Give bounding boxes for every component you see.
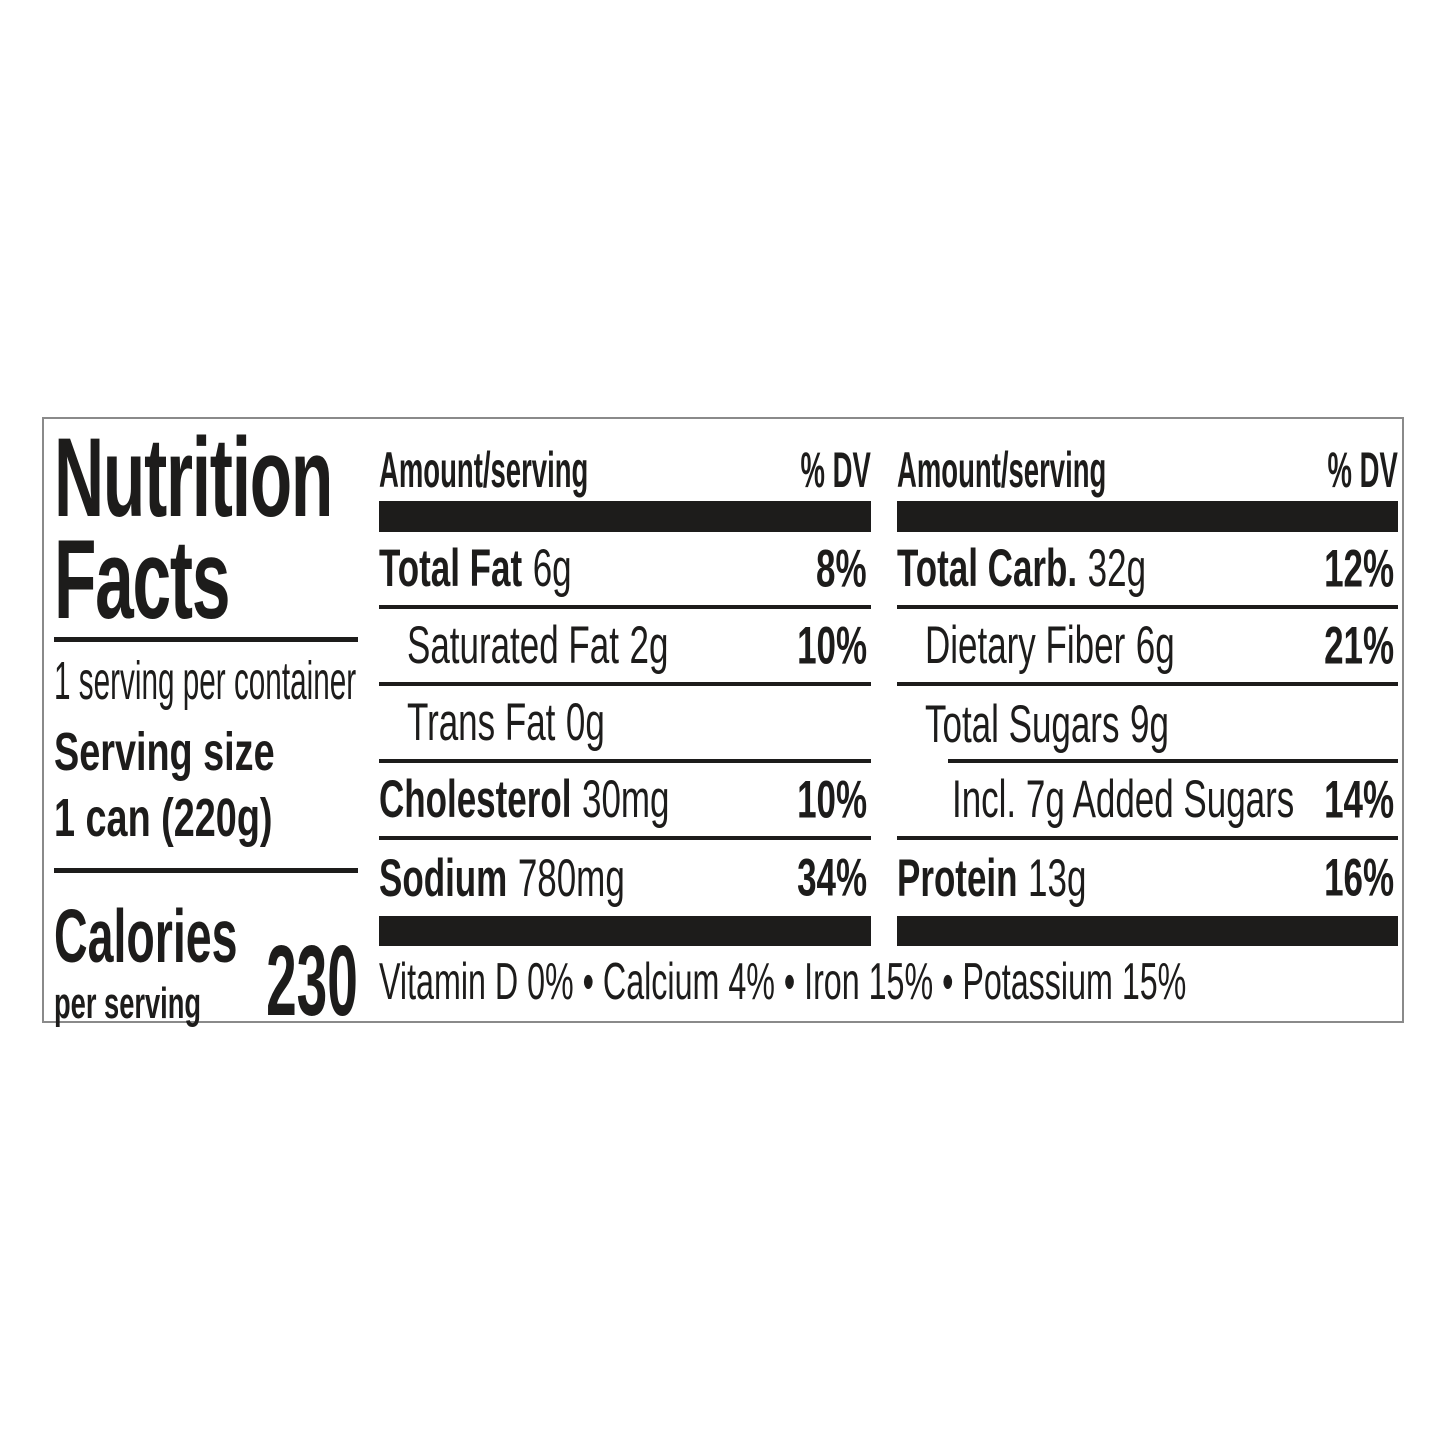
calories-sublabel: per serving [54, 979, 202, 1028]
calories-value: 230 [266, 925, 358, 1037]
divider [54, 868, 358, 873]
nutrition-facts-title-line1: Nutrition [54, 415, 333, 540]
row-total-carb: Total Carb. 32g 12% [897, 532, 1398, 609]
percent-dv-header: % DV [800, 442, 871, 498]
section-bar [897, 916, 1398, 946]
divider [54, 637, 358, 642]
calories-label: Calories [54, 894, 238, 978]
percent-dv-header: % DV [1327, 442, 1398, 498]
serving-size-value: 1 can (220g) [54, 788, 273, 848]
column-header: Amount/serving % DV [897, 439, 1398, 501]
nutrient-column-right: Amount/serving % DV Total Carb. 32g 12% D… [897, 439, 1398, 946]
section-bar [379, 916, 871, 946]
row-saturated-fat: Saturated Fat 2g 10% [379, 609, 871, 686]
nutrition-facts-panel: Nutrition Facts 1 serving per container … [42, 417, 1404, 1031]
serving-size-label: Serving size [54, 722, 275, 782]
section-bar [897, 501, 1398, 532]
servings-per-container: 1 serving per container [54, 651, 357, 711]
micronutrients-line: Vitamin D 0% • Calcium 4% • Iron 15% • P… [379, 953, 1187, 1011]
section-bar [379, 501, 871, 532]
label-left-column: Nutrition Facts 1 serving per container … [54, 415, 368, 1037]
nutrient-column-left: Amount/serving % DV Total Fat 6g 8% Satur… [379, 439, 871, 946]
row-trans-fat: Trans Fat 0g [379, 686, 871, 763]
row-total-fat: Total Fat 6g 8% [379, 532, 871, 609]
column-header: Amount/serving % DV [379, 439, 871, 501]
row-cholesterol: Cholesterol 30mg 10% [379, 763, 871, 840]
amount-per-serving-header: Amount/serving [897, 442, 1107, 498]
nutrition-facts-title-line2: Facts [54, 517, 230, 642]
calories-block: Calories per serving 230 [54, 894, 358, 1037]
row-total-sugars: Total Sugars 9g [897, 686, 1398, 763]
indented-divider [948, 759, 1398, 763]
row-sodium: Sodium 780mg 34% [379, 848, 867, 908]
amount-per-serving-header: Amount/serving [379, 442, 589, 498]
row-added-sugars: Incl. 7g Added Sugars 14% [897, 763, 1398, 840]
row-protein: Protein 13g 16% [897, 848, 1394, 908]
row-dietary-fiber: Dietary Fiber 6g 21% [897, 609, 1398, 686]
